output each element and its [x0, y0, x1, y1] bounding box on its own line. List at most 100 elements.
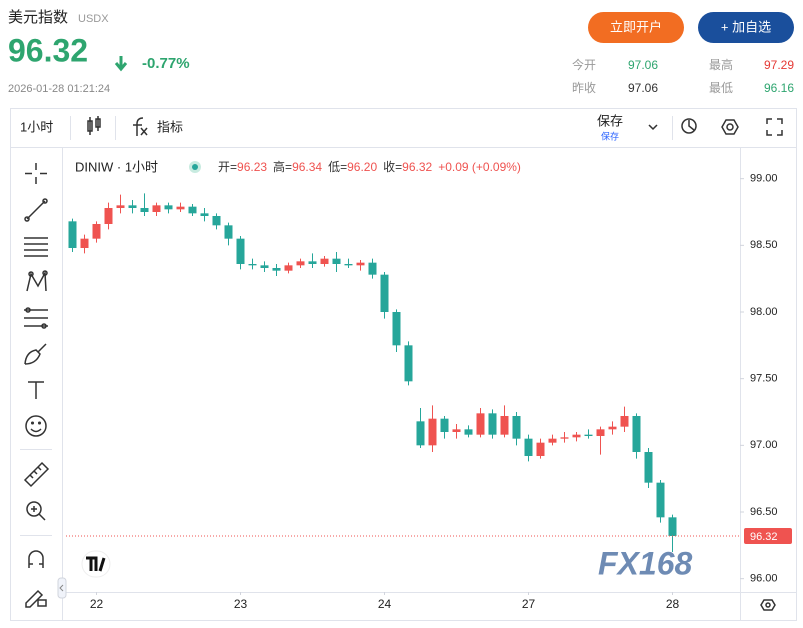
candle-body	[104, 208, 113, 224]
stat-label: 最高	[709, 57, 733, 72]
candle-body	[500, 416, 509, 435]
stat-label: 今开	[572, 57, 596, 72]
save[interactable]: 保存	[597, 113, 623, 128]
candle-body	[608, 426, 617, 430]
candle-body	[152, 205, 161, 212]
zoom-tool[interactable]	[26, 501, 46, 521]
candle-body	[248, 264, 257, 266]
candle-body	[344, 264, 353, 266]
add-watch-label[interactable]: + 加自选	[721, 19, 771, 34]
candle-body	[296, 261, 305, 266]
snapshot-icon[interactable]	[681, 118, 697, 134]
candle-body	[176, 206, 185, 210]
open-account-label[interactable]: 立即开户	[610, 19, 662, 34]
x-tick-label: 24	[378, 597, 392, 611]
y-tick-label: 97.50	[750, 373, 778, 385]
candle-body	[128, 205, 137, 208]
add-watch-button[interactable]	[698, 12, 794, 43]
ohlc-value: 96.32	[402, 160, 432, 174]
collapse-handle[interactable]	[57, 577, 67, 599]
candle-body	[212, 216, 221, 226]
y-tick-label: 99.00	[750, 173, 778, 185]
magnet-tool[interactable]	[28, 550, 44, 568]
candle-body	[416, 421, 425, 446]
candle-body	[236, 238, 245, 264]
candle-body	[476, 413, 485, 435]
candle-body	[272, 268, 281, 271]
symbol: USDX	[78, 13, 109, 25]
lock-draw-tool[interactable]	[25, 589, 47, 608]
settings-icon-dot	[726, 123, 734, 131]
emoji-tool[interactable]	[25, 415, 47, 437]
line-tool[interactable]	[24, 198, 48, 222]
watermark: FX168	[598, 545, 692, 581]
candle-body	[464, 429, 473, 435]
candle-body	[560, 437, 569, 439]
candle-icon[interactable]	[87, 116, 101, 135]
ruler-tool[interactable]	[23, 461, 50, 488]
candle-body	[356, 262, 365, 266]
x-tick-label: 22	[90, 597, 104, 611]
candle-body	[260, 265, 269, 268]
y-tick-label: 98.00	[750, 306, 778, 318]
candle-body	[380, 274, 389, 312]
last-price-tag	[744, 528, 792, 544]
candle-body	[488, 413, 497, 435]
candle-body	[404, 345, 413, 382]
change-legend: +0.09 (+0.09%)	[438, 160, 521, 174]
interval[interactable]: 1小时	[20, 119, 53, 134]
fx-icon[interactable]	[133, 117, 148, 136]
pattern-tool[interactable]	[26, 270, 48, 292]
change: -0.77%	[142, 55, 190, 72]
text-tool[interactable]	[28, 381, 44, 399]
candle-body	[584, 434, 593, 436]
candle-body	[116, 205, 125, 208]
settings-icon[interactable]	[721, 119, 739, 135]
save-sub[interactable]: 保存	[601, 130, 619, 141]
axis-settings[interactable]	[760, 599, 776, 611]
candle-body	[284, 265, 293, 271]
x-tick-label: 28	[666, 597, 680, 611]
candle-body	[308, 261, 317, 264]
candle-body	[92, 224, 101, 239]
y-tick-label: 96.00	[750, 573, 778, 585]
price: 96.32	[8, 32, 88, 68]
ohlc-label: 收=	[383, 160, 402, 174]
tv-logo	[86, 556, 106, 572]
candle-body	[320, 258, 329, 264]
fib-tool[interactable]	[24, 307, 48, 329]
timestamp: 2026-01-28 01:21:24	[8, 83, 110, 95]
x-tick-label: 27	[522, 597, 536, 611]
candle-body	[140, 208, 149, 212]
stat-value: 97.06	[628, 58, 658, 72]
candle-body	[572, 434, 581, 438]
title: 美元指数	[8, 9, 68, 26]
candle-body	[524, 438, 533, 456]
down-arrow	[114, 56, 128, 72]
chart-frame	[10, 108, 797, 621]
candle-body	[428, 418, 437, 446]
candle-body	[548, 438, 557, 443]
candle-body	[332, 258, 341, 264]
ohlc-value: 96.23	[237, 160, 267, 174]
status-dot	[192, 164, 198, 170]
y-tick-label: 96.50	[750, 506, 778, 518]
indicators[interactable]: 指标	[157, 119, 183, 134]
candle-body	[440, 418, 449, 432]
stat-value: 97.29	[764, 58, 794, 72]
ohlc-label: 低=	[328, 160, 347, 174]
candle-body	[536, 442, 545, 456]
ohlc-value: 96.34	[292, 160, 322, 174]
last-price-label: 96.32	[750, 531, 778, 543]
open-account-button[interactable]	[588, 12, 684, 43]
stat-value: 96.16	[764, 81, 794, 95]
crosshair-tool[interactable]	[25, 163, 47, 184]
brush-tool[interactable]	[24, 343, 47, 365]
candle-body	[512, 416, 521, 439]
chevron[interactable]	[648, 124, 658, 131]
candle-body	[200, 213, 209, 216]
fullscreen-icon[interactable]	[766, 118, 783, 136]
hline-tool[interactable]	[24, 237, 48, 257]
stat-value: 97.06	[628, 81, 658, 95]
